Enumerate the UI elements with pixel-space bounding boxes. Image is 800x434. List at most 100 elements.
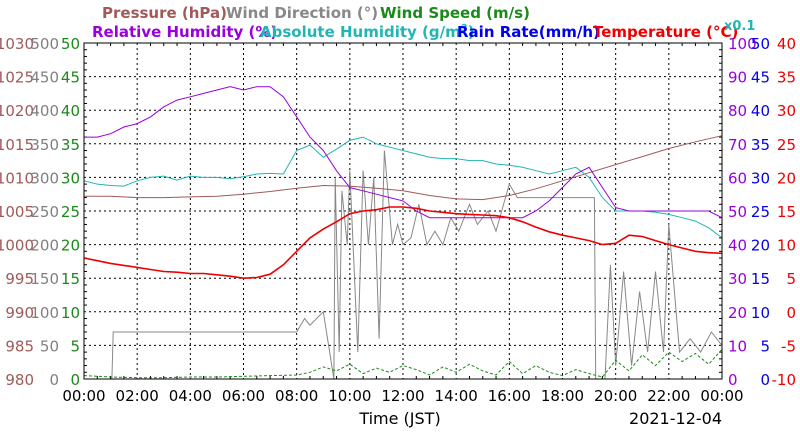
pressure-axis-tick-label: 1015 (0, 136, 34, 154)
temperature-axis-tick-label: 10 (777, 237, 796, 255)
series-layer (83, 86, 723, 380)
wind-direction-axis-tick-label: 350 (30, 136, 59, 154)
relative-humidity-axis-tick-label: 50 (728, 203, 747, 221)
wind-direction-axis-tick-label: 500 (30, 35, 59, 53)
x-tick-label: 22:00 (647, 387, 690, 405)
temperature-axis-tick-label: 20 (777, 169, 796, 187)
x-tick-label: 04:00 (169, 387, 212, 405)
relative-humidity-axis-tick-label: 0 (728, 371, 738, 389)
legend-wind-speed: Wind Speed (m/s) (380, 4, 530, 22)
x-tick-label: 16:00 (488, 387, 531, 405)
pressure-axis-tick-label: 1030 (0, 35, 34, 53)
pressure-axis-tick-label: 1000 (0, 237, 34, 255)
wind-speed-axis-tick-label: 35 (61, 136, 80, 154)
wind-direction-axis-tick-label: 0 (49, 371, 59, 389)
wind-direction-axis-tick-label: 400 (30, 102, 59, 120)
pressure-axis-tick-label: 1020 (0, 102, 34, 120)
x-tick-label: 18:00 (541, 387, 584, 405)
relative-humidity-axis-tick-label: 20 (728, 304, 747, 322)
x-tick-label: 00:00 (62, 387, 105, 405)
pressure-axis-tick-label: 1010 (0, 169, 34, 187)
pressure-axis-tick-label: 990 (5, 304, 34, 322)
temperature-axis-tick-label: 0 (786, 304, 796, 322)
legend-temperature: Temperature (°C) (593, 23, 738, 41)
wind-speed-axis-tick-label: 40 (61, 102, 80, 120)
wind-speed-axis-tick-label: 25 (61, 203, 80, 221)
x-tick-label: 06:00 (222, 387, 265, 405)
legend-relative-humidity: Relative Humidity (%) (92, 23, 277, 41)
rain-rate-axis-tick-label: 25 (751, 203, 770, 221)
wind-speed-axis-tick-label: 5 (70, 337, 80, 355)
rain-rate-axis-tick-label: 35 (751, 136, 770, 154)
x-axis-label: Time (JST) (358, 409, 440, 428)
pressure-hpa-line (84, 135, 723, 201)
wind-direction-axis-tick-label: 50 (40, 337, 59, 355)
grid (84, 43, 722, 379)
rain-rate-axis-tick-label: 45 (751, 69, 770, 87)
temperature-axis-tick-label: 30 (777, 102, 796, 120)
legend-wind-direction: Wind Direction (°) (226, 4, 378, 22)
x-tick-label: 20:00 (594, 387, 637, 405)
rain-rate-axis-tick-label: 15 (751, 270, 770, 288)
pressure-axis-tick-label: 995 (5, 270, 34, 288)
wind-speed-axis-tick-label: 10 (61, 304, 80, 322)
x-axis: 00:00 02:00 04:00 06:00 08:00 10:00 12:00 14:00… (62, 43, 744, 405)
absolute-humidity-g-m3-line (83, 136, 723, 239)
x-tick-label: 02:00 (116, 387, 159, 405)
rain-rate-axis-tick-label: 20 (751, 237, 770, 255)
rain-rate-axis-tick-label: 10 (751, 304, 770, 322)
wind-speed-axis-tick-label: 15 (61, 270, 80, 288)
wind-speed-axis-tick-label: 45 (61, 69, 80, 87)
x-tick-label: 12:00 (381, 387, 424, 405)
rain-rate-axis-tick-label: 30 (751, 169, 770, 187)
relative-humidity-axis-tick-label: 60 (728, 169, 747, 187)
legend-rain-rate: Rain Rate(mm/h) (457, 23, 600, 41)
left-axes: 9809859909951000100510101015102010251030… (0, 35, 80, 389)
temperature-axis-tick-label: -10 (772, 371, 797, 389)
x-tick-label: 14:00 (435, 387, 478, 405)
rain-rate-axis-tick-label: 5 (760, 337, 770, 355)
wind-direction-line (84, 150, 723, 380)
x-tick-label: 00:00 (700, 387, 743, 405)
relative-humidity-axis-tick-label: 80 (728, 102, 747, 120)
x-tick-label: 08:00 (275, 387, 318, 405)
right-axes: 0102030405060708090100051015202530354045… (728, 35, 796, 389)
pressure-axis-tick-label: 980 (5, 371, 34, 389)
relative-humidity-axis-tick-label: 10 (728, 337, 747, 355)
pressure-axis-tick-label: 1005 (0, 203, 34, 221)
date-label: 2021-12-04 (629, 409, 722, 428)
wind-direction-axis-tick-label: 150 (30, 270, 59, 288)
wind-speed-axis-tick-label: 50 (61, 35, 80, 53)
wind-speed-axis-tick-label: 20 (61, 237, 80, 255)
legend-absolute-humidity: Absolute Humidity (g/m3) (260, 23, 475, 41)
relative-humidity-axis-tick-label: 40 (728, 237, 747, 255)
pressure-axis-tick-label: 1025 (0, 69, 34, 87)
wind-direction-axis-tick-label: 200 (30, 237, 59, 255)
wind-direction-axis-tick-label: 300 (30, 169, 59, 187)
rain-rate-axis-tick-label: 0 (760, 371, 770, 389)
rain-rate-axis-tick-label: 40 (751, 102, 770, 120)
wind-speed-axis-tick-label: 0 (70, 371, 80, 389)
temperature-c-line (83, 206, 723, 280)
temperature-axis-tick-label: 35 (777, 69, 796, 87)
temperature-axis-tick-label: 25 (777, 136, 796, 154)
wind-speed-m-s-line (83, 349, 723, 379)
plot-frame (83, 42, 723, 380)
x-tick-label: 10:00 (328, 387, 371, 405)
temperature-axis-tick-label: -5 (781, 337, 796, 355)
legend-multiplier: x0.1 (724, 19, 755, 34)
legend-pressure: Pressure (hPa) (102, 4, 227, 22)
pressure-axis-tick-label: 985 (5, 337, 34, 355)
wind-direction-axis-tick-label: 100 (30, 304, 59, 322)
relative-humidity-axis-tick-label: 30 (728, 270, 747, 288)
relative-humidity-axis-tick-label: 70 (728, 136, 747, 154)
wind-speed-axis-tick-label: 30 (61, 169, 80, 187)
relative-humidity-line (84, 86, 723, 219)
temperature-axis-tick-label: 15 (777, 203, 796, 221)
relative-humidity-axis-tick-label: 90 (728, 69, 747, 87)
wind-direction-axis-tick-label: 450 (30, 69, 59, 87)
wind-direction-axis-tick-label: 250 (30, 203, 59, 221)
rain-rate-axis-tick-label: 50 (751, 35, 770, 53)
temperature-axis-tick-label: 40 (777, 35, 796, 53)
